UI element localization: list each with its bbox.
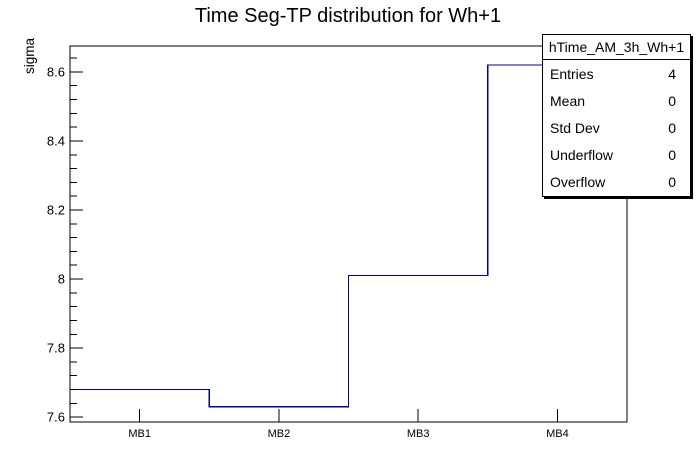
x-tick-label: MB4 bbox=[546, 428, 569, 440]
stats-label: Std Dev bbox=[550, 120, 600, 136]
stats-row-underflow: Underflow 0 bbox=[543, 142, 690, 169]
stats-row-overflow: Overflow 0 bbox=[543, 169, 690, 196]
stats-row-entries: Entries 4 bbox=[543, 60, 690, 87]
y-tick-label: 8.4 bbox=[47, 133, 65, 148]
stats-value: 4 bbox=[668, 65, 676, 82]
y-tick-label: 7.8 bbox=[47, 341, 65, 356]
stats-value: 0 bbox=[668, 174, 676, 191]
stats-box: hTime_AM_3h_Wh+1 Entries 4 Mean 0 Std De… bbox=[542, 34, 691, 197]
stats-label: Overflow bbox=[550, 174, 606, 191]
stats-rows: Entries 4 Mean 0 Std Dev 0 Underflow 0 O… bbox=[543, 60, 690, 196]
stats-label: Mean bbox=[550, 92, 586, 109]
y-tick-label: 8.6 bbox=[47, 64, 65, 79]
chart-title: Time Seg-TP distribution for Wh+1 bbox=[194, 5, 502, 27]
stats-box-title: hTime_AM_3h_Wh+1 bbox=[543, 35, 690, 60]
y-tick-label: 8 bbox=[58, 272, 65, 287]
y-tick-label: 8.2 bbox=[47, 203, 65, 218]
stats-label: Underflow bbox=[550, 147, 614, 164]
stats-value: 0 bbox=[668, 120, 676, 136]
x-tick-label: MB3 bbox=[407, 428, 430, 440]
y-tick-label: 7.6 bbox=[47, 410, 65, 425]
stats-label: Entries bbox=[550, 65, 594, 82]
plot-frame bbox=[69, 45, 628, 423]
x-tick-label: MB1 bbox=[128, 428, 151, 440]
stats-row-mean: Mean 0 bbox=[543, 87, 690, 114]
stats-value: 0 bbox=[668, 147, 676, 164]
stats-value: 0 bbox=[668, 92, 676, 109]
x-tick-label: MB2 bbox=[268, 428, 291, 440]
stats-row-stddev: Std Dev 0 bbox=[543, 114, 690, 141]
